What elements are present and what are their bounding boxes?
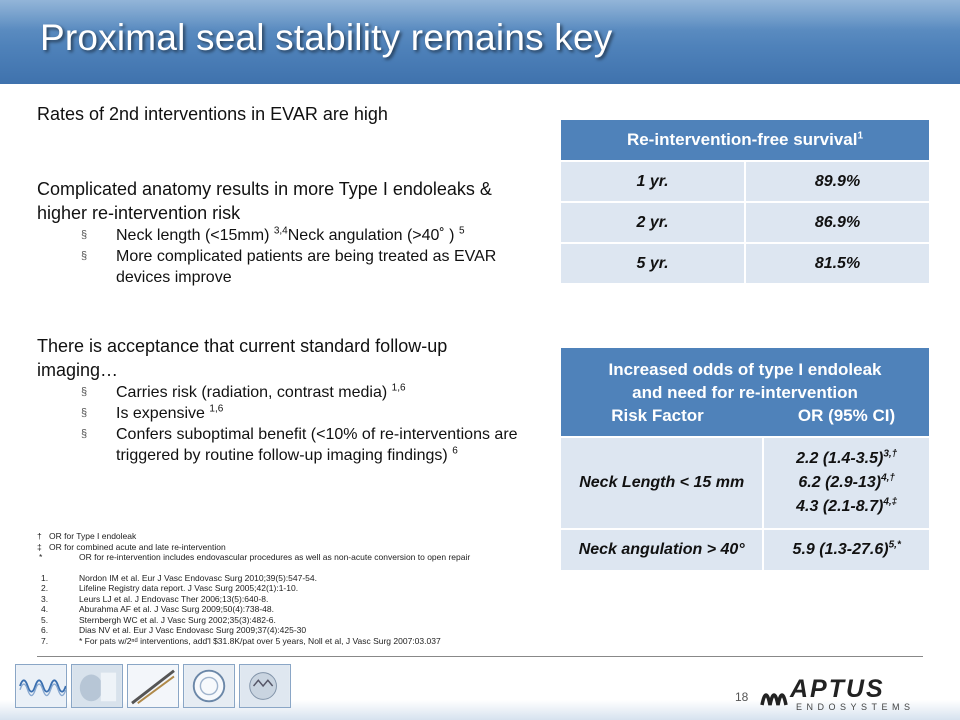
bullet-neck: § Neck length (<15mm) 3,4Neck angulation… [37, 225, 527, 246]
footnotes: † OR for Type I endoleak ‡ OR for combined… [37, 531, 470, 646]
footer-band [0, 700, 960, 720]
bullet-neck-angulation: Neck angulation (>40˚ ) [287, 227, 459, 244]
footnote: † OR for Type I endoleak [37, 531, 137, 541]
bullet-benefit: § Confers suboptimal benefit (<10% of re… [37, 424, 527, 466]
logo-subtitle: ENDOSYSTEMS [796, 702, 915, 712]
col-or: OR (95% CI) [797, 405, 896, 425]
bullet-marker: § [81, 229, 88, 241]
paragraph-imaging: There is acceptance that current standar… [37, 336, 448, 380]
surgery-image-icon [71, 664, 123, 708]
bullet-marker: § [81, 250, 88, 262]
survival-value: 86.9% [744, 201, 929, 243]
footnote: ‡ OR for combined acute and late re-inter… [37, 541, 226, 552]
risk-factor-label: Neck Length < 15 mm [561, 436, 764, 529]
logo-name: APTUS [789, 675, 885, 703]
page-number: 18 [735, 690, 749, 704]
bullet-expensive-text: Is expensive [116, 405, 210, 422]
table-row: Neck Length < 15 mm 2.2 (1.4-3.5)3,† 6.2… [561, 436, 929, 529]
paragraph-interventions: Rates of 2nd interventions in EVAR are h… [37, 104, 388, 124]
table-row: 5 yr. 81.5% [561, 242, 929, 283]
reference: 1. Nordon IM et al. Eur J Vasc Endovasc S… [41, 572, 317, 583]
bullet-marker: § [81, 428, 88, 440]
ref-sup: 5 [458, 225, 465, 237]
bullet-expensive: § Is expensive 1,6 [37, 403, 527, 424]
bullet-benefit-text: Confers suboptimal benefit (<10% of re-i… [116, 426, 518, 464]
table-row: 2 yr. 86.9% [561, 201, 929, 243]
reference: 6. Dias NV et al. Eur J Vasc Endovasc Sur… [41, 625, 307, 635]
table-row: Neck angulation > 40° 5.9 (1.3-27.6)5,* [561, 528, 929, 570]
odds-values: 2.2 (1.4-3.5)3,† 6.2 (2.9-13)4,† 4.3 (2.… [762, 436, 929, 529]
odds-table-header: Increased odds of type I endoleak and ne… [561, 348, 929, 437]
paragraph-anatomy: Complicated anatomy results in more Type… [37, 179, 492, 223]
survival-table: Re-intervention-free survival1 1 yr. 89.… [561, 120, 929, 283]
survival-table-header: Re-intervention-free survival1 [561, 120, 929, 161]
bullet-risk: § Carries risk (radiation, contrast medi… [37, 382, 527, 403]
bullet-complicated: § More complicated patients are being tr… [37, 246, 527, 288]
ref-sup: 1,6 [391, 382, 406, 394]
table-row: 1 yr. 89.9% [561, 160, 929, 202]
odds-table: Increased odds of type I endoleak and ne… [561, 348, 929, 570]
device-image-icon [127, 664, 179, 708]
footnote: * OR for re-intervention includes endovas… [39, 552, 471, 562]
ref-sup: 3,4 [273, 225, 288, 237]
slide-title: Proximal seal stability remains key [40, 17, 613, 58]
title-bar: Proximal seal stability remains key [0, 0, 960, 84]
reference: 4. Aburahma AF et al. J Vasc Surg 2009;50… [41, 604, 274, 614]
reference: 5. Sternbergh WC et al. J Vasc Surg 2002;… [41, 614, 276, 625]
reference: 2. Lifeline Registry data report. J Vasc … [41, 583, 299, 593]
footer-thumbnails [15, 664, 291, 708]
aptus-logo: APTUS ENDOSYSTEMS [760, 675, 915, 712]
bullet-marker: § [81, 407, 88, 419]
bullet-complicated-text: More complicated patients are being trea… [116, 248, 497, 286]
survival-value: 89.9% [744, 160, 929, 202]
bullet-neck-length: Neck length (<15mm) [116, 227, 274, 244]
title-bar-gloss [0, 0, 960, 30]
col-risk-factor: Risk Factor [611, 405, 704, 425]
ref-sup: 1,6 [209, 403, 224, 415]
stent-image-icon [239, 664, 291, 708]
survival-value: 81.5% [744, 242, 929, 283]
left-content: Rates of 2nd interventions in EVAR are h… [37, 102, 527, 466]
seal-image-icon [183, 664, 235, 708]
bullet-marker: § [81, 386, 88, 398]
survival-period: 2 yr. [561, 201, 745, 243]
risk-factor-label: Neck angulation > 40° [561, 528, 764, 570]
bullet-risk-text: Carries risk (radiation, contrast media) [116, 384, 392, 401]
survival-period: 5 yr. [561, 242, 745, 283]
odds-value: 5.9 (1.3-27.6)5,* [762, 528, 929, 570]
coil-image-icon [15, 664, 67, 708]
footer-divider [37, 656, 923, 657]
ref-sup: 6 [452, 445, 458, 457]
survival-period: 1 yr. [561, 160, 745, 202]
reference: 7. * For pats w/2ⁿᵈ interventions, add'l … [41, 635, 441, 646]
reference: 3. Leurs LJ et al. J Endovasc Ther 2006;1… [41, 593, 269, 604]
